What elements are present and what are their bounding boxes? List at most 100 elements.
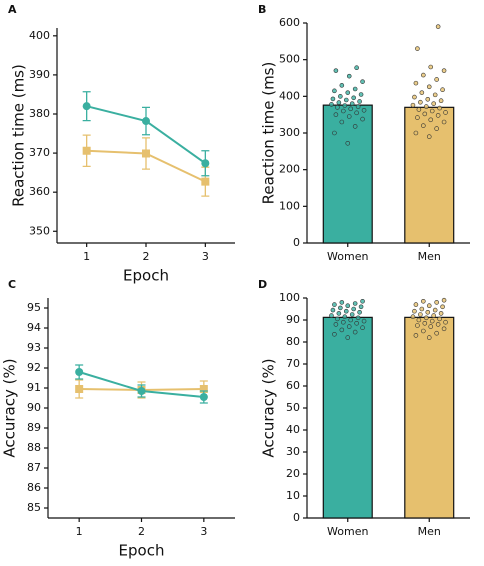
data-point bbox=[435, 322, 441, 327]
data-point bbox=[360, 116, 365, 122]
data-point bbox=[349, 312, 355, 317]
data-point bbox=[429, 108, 435, 114]
marker bbox=[142, 117, 150, 126]
data-point bbox=[345, 335, 351, 340]
y-tick-label: 60 bbox=[286, 379, 300, 392]
y-tick-label: 20 bbox=[286, 467, 300, 480]
data-point bbox=[426, 303, 432, 309]
data-point bbox=[346, 73, 352, 79]
x-axis-label: Epoch bbox=[123, 267, 169, 285]
data-point bbox=[429, 318, 435, 324]
y-tick-label: 93 bbox=[27, 341, 41, 354]
y-tick-label: 50 bbox=[286, 401, 300, 414]
y-tick-label: 500 bbox=[279, 53, 300, 66]
y-tick-label: 92 bbox=[27, 361, 41, 374]
data-point bbox=[361, 318, 367, 324]
x-tick-label: Men bbox=[418, 250, 441, 263]
y-tick-label: 86 bbox=[27, 481, 41, 494]
data-point bbox=[413, 333, 419, 338]
panel-label: C bbox=[8, 278, 16, 291]
x-tick-label: Women bbox=[327, 525, 368, 538]
data-point bbox=[348, 317, 354, 323]
y-tick-label: 90 bbox=[286, 313, 300, 326]
data-point bbox=[440, 87, 445, 93]
marker bbox=[82, 146, 91, 155]
x-tick-label: 1 bbox=[83, 250, 90, 263]
data-point bbox=[426, 335, 432, 340]
data-point bbox=[339, 83, 345, 88]
x-tick-label: 3 bbox=[202, 250, 209, 263]
data-point bbox=[413, 302, 419, 307]
marker bbox=[201, 177, 210, 186]
data-point bbox=[354, 65, 359, 71]
data-point bbox=[422, 111, 428, 117]
marker bbox=[201, 159, 210, 168]
data-point bbox=[431, 101, 436, 106]
y-tick-label: 89 bbox=[27, 421, 41, 434]
bar bbox=[404, 316, 455, 519]
data-point bbox=[434, 330, 439, 336]
data-point bbox=[335, 105, 340, 110]
y-tick-label: 87 bbox=[27, 461, 41, 474]
marker bbox=[142, 149, 150, 158]
y-tick-label: 600 bbox=[279, 16, 300, 29]
data-point bbox=[432, 307, 438, 313]
data-point bbox=[431, 313, 436, 318]
y-axis-label: Accuracy (%) bbox=[260, 358, 278, 457]
data-point bbox=[361, 107, 367, 113]
data-point bbox=[426, 134, 432, 139]
data-point bbox=[339, 327, 345, 333]
data-point bbox=[345, 140, 351, 146]
data-point bbox=[419, 90, 425, 95]
data-point bbox=[421, 298, 426, 304]
data-point bbox=[355, 315, 361, 321]
data-point bbox=[329, 102, 334, 107]
data-point bbox=[332, 130, 337, 136]
data-point bbox=[343, 97, 349, 103]
data-point bbox=[341, 108, 346, 114]
panel-label: D bbox=[258, 278, 267, 291]
data-point bbox=[351, 306, 356, 312]
data-point bbox=[339, 300, 345, 305]
data-point bbox=[435, 24, 441, 29]
data-point bbox=[425, 96, 431, 102]
data-point bbox=[357, 99, 362, 104]
y-tick-label: 40 bbox=[286, 423, 300, 436]
marker bbox=[199, 393, 208, 401]
data-point bbox=[330, 307, 336, 313]
data-point bbox=[332, 88, 337, 94]
data-point bbox=[437, 105, 442, 111]
y-tick-label: 0 bbox=[293, 511, 300, 524]
data-point bbox=[413, 80, 419, 86]
data-point bbox=[432, 92, 438, 98]
y-tick-label: 95 bbox=[27, 301, 41, 314]
data-point bbox=[338, 305, 343, 311]
x-tick-label: 3 bbox=[200, 525, 207, 538]
marker bbox=[75, 385, 84, 393]
data-point bbox=[438, 98, 444, 104]
y-axis-label: Accuracy (%) bbox=[1, 358, 19, 457]
y-tick-label: 0 bbox=[293, 236, 300, 249]
panel-label: A bbox=[8, 3, 17, 16]
data-point bbox=[419, 306, 425, 312]
data-point bbox=[423, 104, 429, 109]
y-tick-label: 400 bbox=[279, 89, 300, 102]
x-tick-label: Men bbox=[418, 525, 441, 538]
data-point bbox=[423, 315, 429, 321]
bar bbox=[322, 316, 373, 519]
data-point bbox=[360, 325, 365, 331]
data-point bbox=[438, 311, 444, 316]
data-point bbox=[352, 86, 358, 92]
data-point bbox=[410, 314, 416, 320]
data-point bbox=[339, 119, 345, 125]
data-point bbox=[346, 114, 352, 119]
data-point bbox=[333, 112, 339, 117]
y-tick-label: 100 bbox=[279, 291, 300, 304]
y-tick-label: 90 bbox=[27, 401, 41, 414]
data-point bbox=[428, 324, 434, 329]
data-point bbox=[437, 316, 442, 322]
data-point bbox=[415, 323, 420, 328]
data-point bbox=[349, 101, 355, 106]
data-point bbox=[345, 303, 351, 309]
